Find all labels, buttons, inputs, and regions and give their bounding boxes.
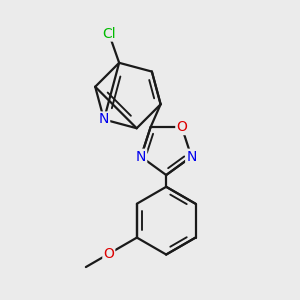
Text: N: N (186, 150, 197, 164)
Text: N: N (136, 150, 146, 164)
Text: O: O (103, 247, 114, 261)
Text: O: O (176, 120, 187, 134)
Text: N: N (99, 112, 109, 127)
Text: Cl: Cl (103, 27, 116, 40)
